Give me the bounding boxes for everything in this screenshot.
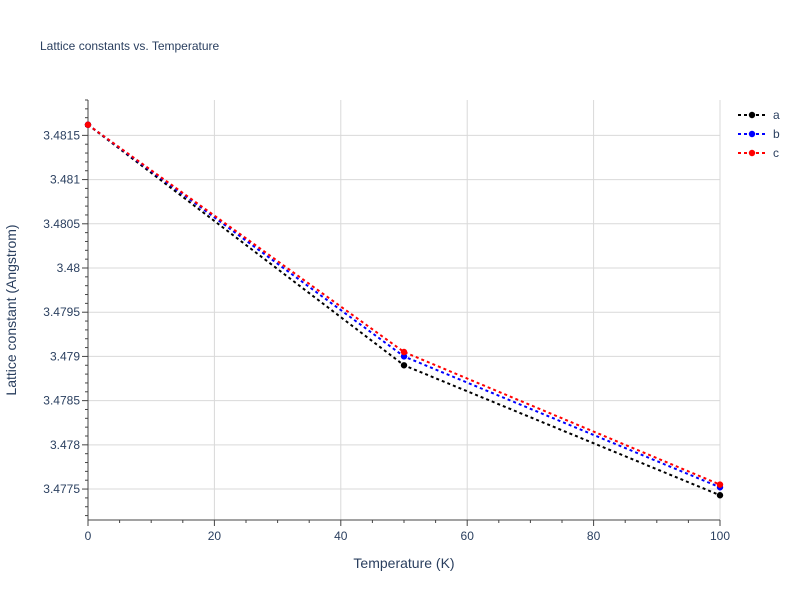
y-tick-label: 3.4775: [43, 482, 80, 496]
data-point-a: [716, 492, 724, 499]
series-layer: [84, 121, 724, 499]
grid: [88, 100, 721, 520]
x-tick-label: 0: [85, 529, 92, 543]
legend-marker-b: [748, 130, 756, 138]
data-point-c: [716, 481, 724, 488]
legend-label-b: b: [773, 127, 780, 141]
data-point-c: [400, 348, 408, 356]
legend-marker-c: [748, 149, 756, 157]
axes: 0 20 40 60 80 100 3.4775 3.478 3.4785 3.479 3.4795…: [43, 99, 730, 543]
x-tick-label: 80: [587, 529, 601, 543]
x-tick-label: 40: [334, 529, 348, 543]
chart-title: Lattice constants vs. Temperature: [40, 39, 220, 53]
y-tick-label: 3.481: [50, 173, 80, 187]
series-line-a: [87, 123, 721, 497]
y-tick-label: 3.4815: [43, 128, 80, 142]
y-tick-label: 3.4785: [43, 394, 80, 408]
legend-label-c: c: [773, 146, 779, 160]
legend[interactable]: abc: [738, 108, 780, 160]
y-tick-label: 3.478: [50, 438, 80, 452]
legend-label-a: a: [773, 108, 780, 122]
x-tick-label: 60: [461, 529, 475, 543]
y-tick-label: 3.479: [50, 349, 80, 363]
data-point-b: [400, 353, 408, 360]
x-axis-title: Temperature (K): [353, 555, 454, 571]
y-axis-title: Lattice constant (Angstrom): [3, 224, 19, 395]
y-tick-label: 3.48: [57, 261, 81, 275]
data-point-c: [84, 121, 92, 128]
y-tick-label: 3.4795: [43, 305, 80, 319]
x-tick-label: 100: [710, 529, 730, 543]
data-point-a: [400, 362, 408, 369]
legend-marker-a: [748, 111, 756, 119]
series-line-c: [87, 123, 721, 486]
x-tick-label: 20: [208, 529, 222, 543]
y-tick-label: 3.4805: [43, 217, 80, 231]
